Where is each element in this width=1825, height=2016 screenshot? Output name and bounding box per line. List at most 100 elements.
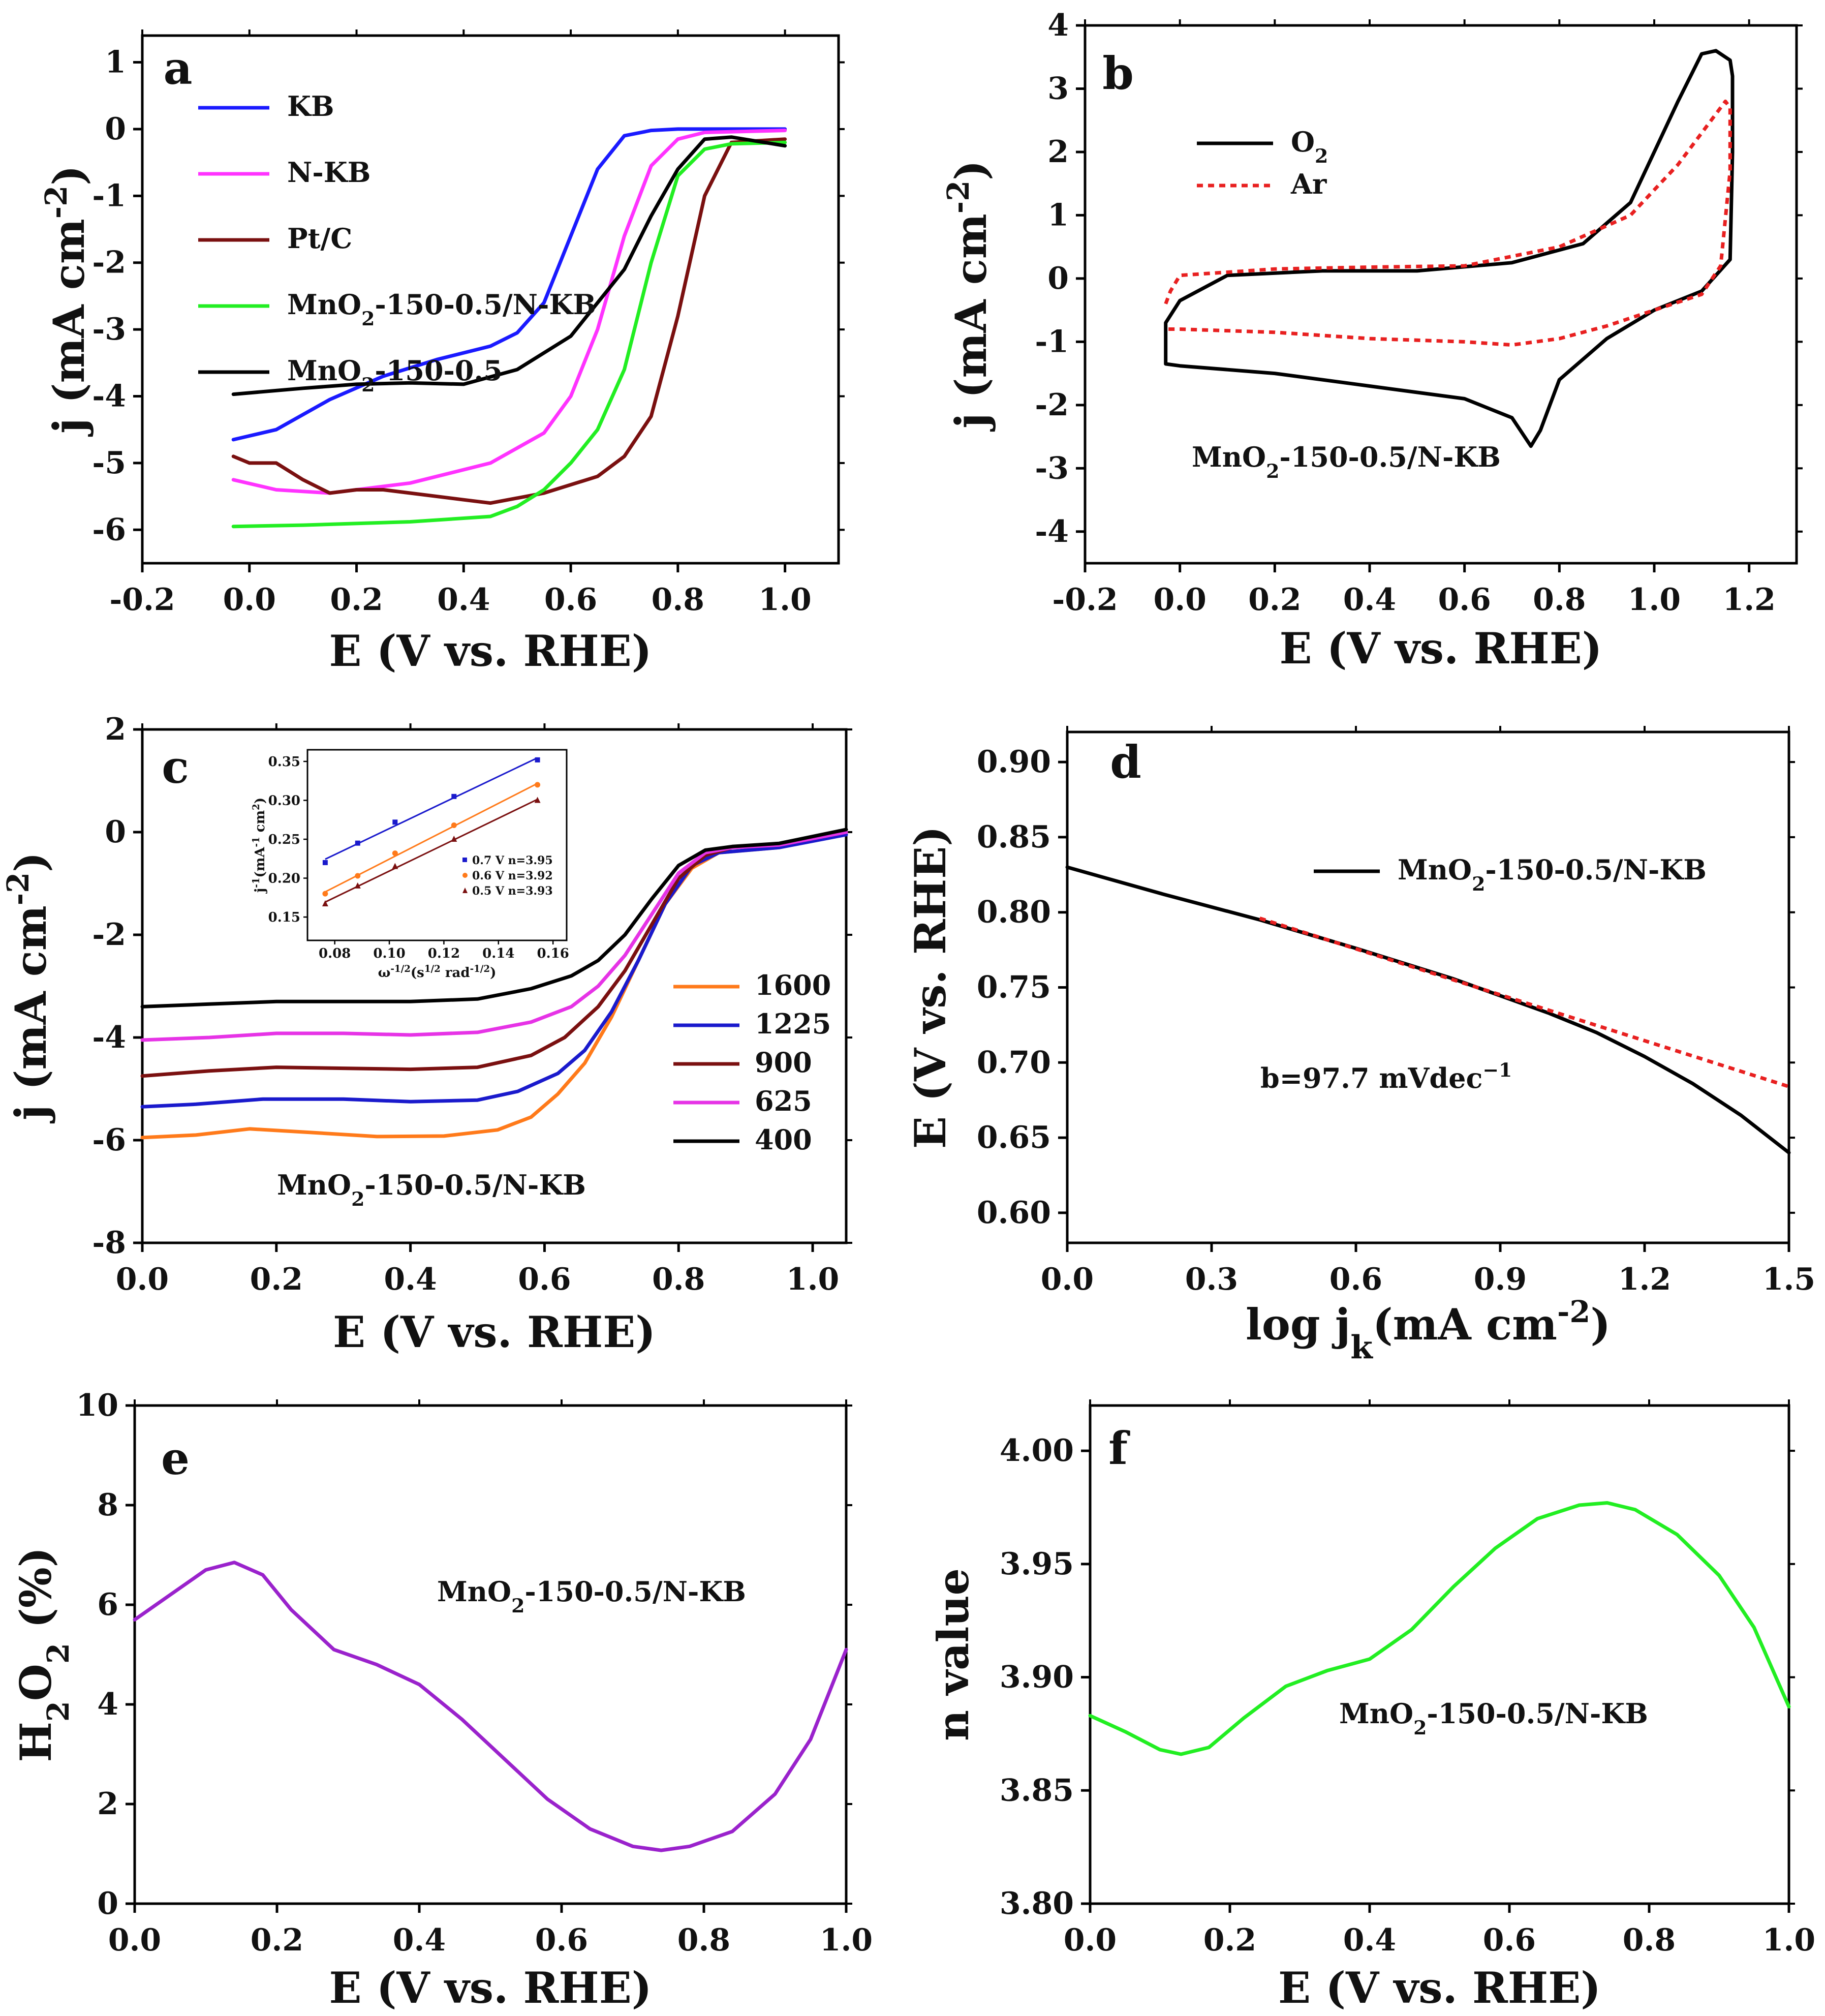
x-axis-label: log jk(mA cm-2) bbox=[1246, 1294, 1611, 1366]
legend: 1600 1225 900 625 400 bbox=[673, 969, 831, 1156]
series-line-625 bbox=[140, 830, 848, 1042]
y-tick-label: -1 bbox=[92, 178, 126, 213]
y-axis-label: j (mA cm-2) bbox=[39, 165, 95, 437]
inset-x-tick-label: 0.08 bbox=[319, 946, 351, 961]
x-tick-label: 1.0 bbox=[1762, 1922, 1815, 1958]
x-tick-label: 0.8 bbox=[1533, 582, 1586, 618]
inset-y-axis-label: j-1(mA-1 cm2) bbox=[251, 798, 268, 894]
x-tick-label: 0.8 bbox=[652, 582, 704, 618]
annotation: MnO2-150-0.5/N-KB bbox=[1339, 1697, 1648, 1739]
inset-y-tick-label: 0.30 bbox=[268, 793, 300, 808]
inset-x-tick-label: 0.12 bbox=[428, 946, 460, 961]
y-tick-label: 2 bbox=[1047, 134, 1069, 170]
x-axis-label: E (V vs. RHE) bbox=[329, 626, 652, 676]
series-line-o2 bbox=[1164, 49, 1735, 448]
x-tick-label: 0.4 bbox=[1343, 1922, 1396, 1958]
series-line-1225 bbox=[140, 833, 848, 1109]
inset-point bbox=[322, 891, 328, 897]
panel-a: -0.2 0.0 0.2 0.4 0.6 0.8 1.0 1 0 -1 -2 -3 -4 -5 -6 a E (… bbox=[39, 29, 845, 676]
x-tick-label: 0.4 bbox=[393, 1922, 446, 1958]
inset-x-tick-label: 0.16 bbox=[537, 946, 569, 961]
y-tick-label: 0.90 bbox=[977, 744, 1051, 780]
x-tick-label: 0.6 bbox=[544, 582, 597, 618]
y-tick-label: -2 bbox=[1035, 387, 1069, 423]
y-tick-label: 10 bbox=[76, 1388, 119, 1423]
y-tick-label: 3.95 bbox=[1000, 1546, 1074, 1582]
series-line-ar bbox=[1164, 99, 1732, 347]
legend-label: MnO2-150-0.5/N-KB bbox=[287, 288, 596, 330]
y-tick-label: -3 bbox=[1035, 450, 1069, 486]
y-tick-label: -6 bbox=[92, 1122, 126, 1158]
y-tick-label: 4 bbox=[97, 1687, 118, 1722]
x-tick-label: 1.0 bbox=[1628, 582, 1681, 618]
inset-point bbox=[355, 873, 361, 879]
x-tick-label: 1.2 bbox=[1722, 582, 1775, 618]
inset-point bbox=[451, 822, 457, 828]
x-tick-label: 1.0 bbox=[786, 1262, 839, 1297]
x-tick-label: 0.6 bbox=[535, 1922, 588, 1958]
y-tick-label: 1 bbox=[105, 45, 126, 80]
y-tick-label: 1 bbox=[1047, 197, 1069, 233]
x-tick-label: 1.0 bbox=[820, 1922, 873, 1958]
inset-point bbox=[535, 782, 541, 788]
panel-b: -0.2 0.0 0.2 0.4 0.6 0.8 1.0 1.2 4 3 2 1 0 -1 -2 -3 -4 b E… bbox=[941, 8, 1803, 674]
inset-fit-line bbox=[325, 782, 538, 893]
x-tick-label: 0.2 bbox=[330, 582, 383, 618]
annotation: b=97.7 mVdec−1 bbox=[1260, 1059, 1512, 1094]
y-tick-label: 0.80 bbox=[977, 895, 1051, 930]
annotation: MnO2-150-0.5/N-KB bbox=[1192, 441, 1501, 482]
legend-label: 1225 bbox=[755, 1007, 831, 1040]
panel-e: 0.0 0.2 0.4 0.6 0.8 1.0 10 8 6 4 2 0 e E (V vs. RHE) H… bbox=[11, 1388, 873, 2013]
panel-f: 0.0 0.2 0.4 0.6 0.8 1.0 4.00 3.95 3.90 3.85 3.80 f E… bbox=[928, 1399, 1815, 2013]
x-tick-label: 0.6 bbox=[1438, 582, 1491, 618]
y-tick-label: -2 bbox=[92, 245, 126, 281]
x-axis-label: E (V vs. RHE) bbox=[1278, 1963, 1601, 2013]
panel-d: 0.0 0.3 0.6 0.9 1.2 1.5 0.90 0.85 0.80 0.75 0.70 0.… bbox=[905, 726, 1815, 1366]
series-line-mno2-150-0-5-n-kb bbox=[133, 1561, 848, 1852]
y-tick-label: 3 bbox=[1047, 71, 1069, 106]
y-tick-label: 3.90 bbox=[1000, 1660, 1074, 1695]
plot-frame bbox=[141, 728, 848, 1244]
legend: MnO2-150-0.5/N-KB bbox=[1314, 853, 1707, 895]
inset-legend-label: 0.7 V n=3.95 bbox=[472, 854, 553, 867]
y-tick-label: 8 bbox=[97, 1487, 118, 1523]
y-tick-label: 0.70 bbox=[977, 1045, 1051, 1080]
y-tick-label: -5 bbox=[92, 445, 126, 481]
y-axis-label: j (mA cm-2) bbox=[1, 852, 56, 1124]
y-tick-label: 4.00 bbox=[1000, 1433, 1074, 1469]
legend-label: MnO2-150-0.5 bbox=[287, 354, 503, 396]
x-axis-label: E (V vs. RHE) bbox=[333, 1307, 656, 1357]
inset-point bbox=[451, 793, 457, 799]
inset-point bbox=[535, 757, 540, 762]
series-line-mno2-150-0-5-n-kb bbox=[1088, 1501, 1791, 1756]
panel-letter: e bbox=[161, 1432, 190, 1485]
panel-letter: d bbox=[1110, 736, 1141, 788]
y-tick-label: 0.60 bbox=[977, 1195, 1051, 1231]
y-tick-label: 4 bbox=[1047, 8, 1069, 43]
series-line-fit bbox=[1259, 917, 1790, 1088]
y-tick-label: 0.65 bbox=[977, 1120, 1051, 1155]
x-tick-label: 0.2 bbox=[251, 1922, 303, 1958]
y-tick-label: -2 bbox=[92, 917, 126, 953]
legend-label: O2 bbox=[1291, 126, 1328, 167]
x-tick-label: 0.4 bbox=[384, 1262, 437, 1297]
series-line-kb bbox=[231, 127, 787, 442]
legend-label: MnO2-150-0.5/N-KB bbox=[1398, 853, 1707, 895]
inset-legend-label: 0.5 V n=3.93 bbox=[472, 884, 553, 898]
inset-x-axis-label: ω-1/2(s1/2 rad-1/2) bbox=[378, 964, 497, 981]
x-tick-label: 0.0 bbox=[116, 1262, 169, 1297]
legend-label: 1600 bbox=[755, 969, 831, 1001]
x-tick-label: 0.8 bbox=[677, 1922, 730, 1958]
inset-point bbox=[392, 819, 398, 825]
inset-legend-marker bbox=[462, 858, 467, 862]
x-tick-label: 0.3 bbox=[1185, 1262, 1238, 1297]
inset-point bbox=[392, 863, 398, 869]
y-tick-label: 3.80 bbox=[1000, 1886, 1074, 1921]
y-axis-label: j (mA cm-2) bbox=[941, 160, 997, 432]
y-tick-label: -6 bbox=[92, 512, 126, 547]
y-tick-label: -3 bbox=[92, 312, 126, 347]
legend-label: KB bbox=[287, 90, 334, 123]
panel-letter: c bbox=[162, 741, 189, 793]
inset-x-tick-label: 0.10 bbox=[373, 946, 405, 961]
y-tick-label: 2 bbox=[97, 1786, 118, 1822]
